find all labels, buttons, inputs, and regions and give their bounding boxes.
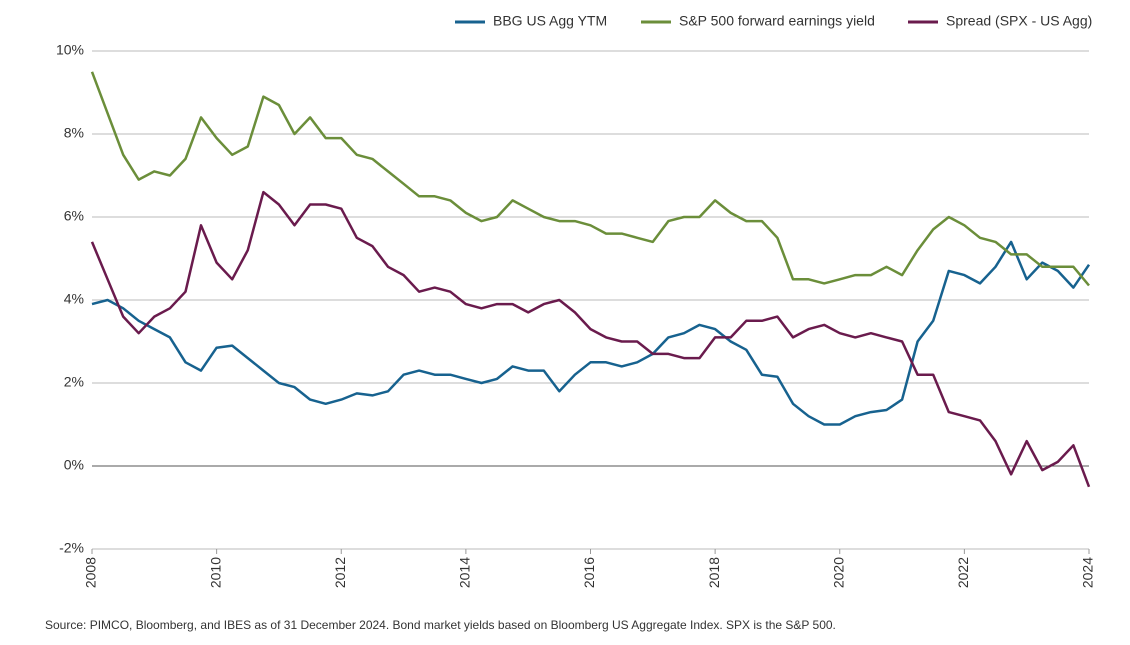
x-tick-label: 2024 [1080,557,1096,588]
y-tick-label: -2% [59,540,84,556]
series-line [91,240,1091,426]
x-tick-label: 2008 [83,557,99,588]
y-tick-label: 6% [64,208,84,224]
legend-label: Spread (SPX - US Agg) [946,13,1092,29]
chart: -2% 0% 2% 4% 6% 8% 10% 2008 2010 2012 2014 2016 2018… [56,13,1096,588]
x-tick-label: 2022 [955,557,971,588]
x-tick-label: 2012 [332,557,348,588]
legend-label: S&P 500 forward earnings yield [679,13,875,29]
y-tick-label: 10% [56,42,84,58]
x-tick-label: 2018 [706,557,722,588]
y-tick-label: 4% [64,291,84,307]
x-tick-label: 2016 [581,557,597,588]
y-tick-label: 0% [64,457,84,473]
y-tick-label: 2% [64,374,84,390]
x-tick-label: 2014 [457,557,473,588]
y-tick-label: 8% [64,125,84,141]
series-line [90,71,1090,287]
legend-label: BBG US Agg YTM [493,13,607,29]
series-line [90,190,1091,488]
source-note: Source: PIMCO, Bloomberg, and IBES as of… [45,618,836,632]
x-tick-label: 2010 [207,557,223,588]
x-tick-label: 2020 [830,557,846,588]
